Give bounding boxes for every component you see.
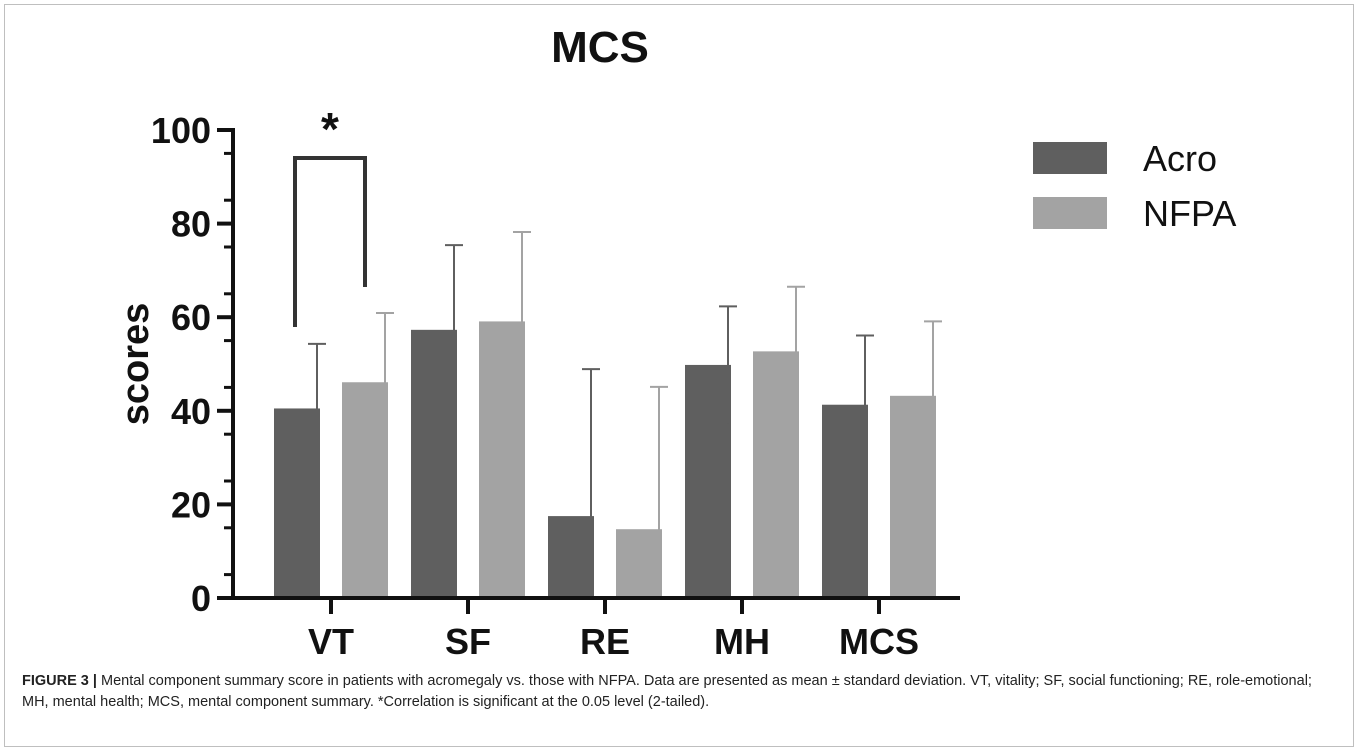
x-tick-label-mcs: MCS — [839, 621, 919, 662]
bar-re-acro — [548, 516, 594, 598]
significance-bracket — [293, 156, 367, 327]
legend-label-nfpa: NFPA — [1143, 193, 1236, 234]
bar-chart: MCS scores 0 20 40 60 80 100 VT SF RE MH MCS * Acr… — [115, 23, 1236, 662]
axes-layer: 0 20 40 60 80 100 VT SF RE MH MCS — [151, 110, 960, 662]
bars-layer — [274, 231, 942, 598]
bar-mcs-acro — [822, 404, 868, 598]
x-tick-label-mh: MH — [714, 621, 770, 662]
y-tick-label: 0 — [191, 578, 211, 619]
bar-vt-nfpa — [342, 382, 388, 598]
caption-text: Mental component summary score in patien… — [22, 673, 1312, 710]
bar-mh-nfpa — [753, 351, 799, 598]
bar-sf-acro — [411, 329, 457, 598]
legend-swatch-acro — [1033, 142, 1107, 174]
y-tick-label: 100 — [151, 110, 211, 151]
bar-vt-acro — [274, 408, 320, 598]
y-tick-label: 20 — [171, 484, 211, 525]
bar-mh-acro — [685, 364, 731, 598]
x-tick-label-sf: SF — [445, 621, 491, 662]
x-tick-label-vt: VT — [308, 621, 354, 662]
significance-star: * — [321, 103, 339, 155]
chart-title: MCS — [551, 23, 649, 72]
figure-frame — [4, 4, 1354, 747]
legend-label-acro: Acro — [1143, 138, 1217, 179]
legend-swatch-nfpa — [1033, 197, 1107, 229]
significance-annotation: * — [293, 103, 367, 327]
y-tick-label: 60 — [171, 297, 211, 338]
bar-mcs-nfpa — [890, 395, 936, 598]
bar-sf-nfpa — [479, 321, 525, 598]
legend: Acro NFPA — [1033, 138, 1236, 234]
bar-re-nfpa — [616, 529, 662, 598]
x-tick-label-re: RE — [580, 621, 630, 662]
y-tick-label: 40 — [171, 391, 211, 432]
y-tick-label: 80 — [171, 204, 211, 245]
figure-caption: FIGURE 3 | Mental component summary scor… — [22, 671, 1342, 713]
y-axis-label: scores — [115, 303, 157, 426]
caption-label: FIGURE 3 | — [22, 673, 97, 689]
